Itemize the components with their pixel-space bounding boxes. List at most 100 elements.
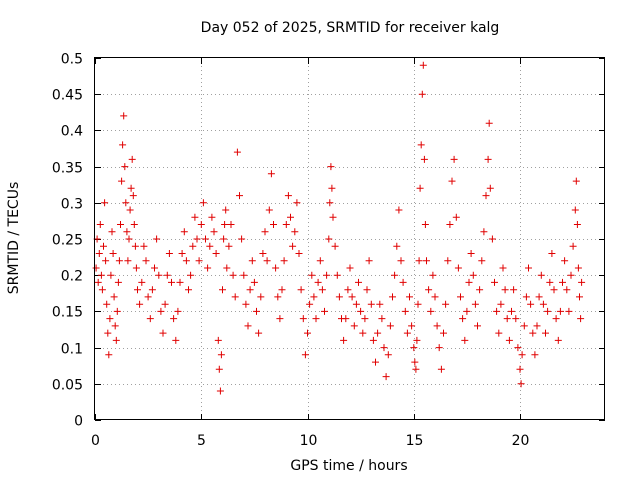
data-point: [461, 336, 469, 344]
data-point: [272, 264, 280, 272]
data-point: [431, 293, 439, 301]
data-point: [284, 192, 292, 200]
data-point: [514, 344, 522, 352]
data-point: [572, 177, 580, 185]
data-point: [161, 300, 169, 308]
data-point: [435, 344, 443, 352]
x-tick-label: 20: [512, 433, 530, 449]
data-point: [327, 163, 335, 171]
data-point: [378, 315, 386, 323]
data-point: [295, 250, 303, 257]
data-point: [244, 322, 252, 330]
data-point: [107, 271, 115, 279]
data-point: [516, 365, 524, 373]
data-point: [357, 307, 365, 315]
data-point: [335, 293, 343, 301]
data-point: [276, 315, 284, 323]
data-point: [130, 221, 138, 228]
data-point: [134, 286, 141, 294]
data-point: [444, 257, 452, 265]
data-point: [250, 278, 258, 286]
data-point: [548, 250, 556, 257]
data-point: [111, 322, 119, 330]
data-point: [215, 365, 223, 373]
data-point: [546, 278, 554, 286]
data-point: [527, 300, 535, 308]
data-point: [115, 257, 123, 265]
data-point: [474, 322, 481, 330]
data-point: [223, 264, 231, 272]
data-point: [191, 213, 199, 221]
data-point: [346, 264, 354, 272]
data-point: [100, 242, 107, 250]
data-point: [101, 199, 109, 207]
chart-title: Day 052 of 2025, SRMTID for receiver kal…: [201, 20, 500, 36]
data-point: [369, 336, 377, 344]
data-point: [414, 300, 422, 308]
axis-ticks: 0 0.05 0.1 0.15 0.2 0.25 0.3 0.35 0.4 0.45 0.5 0 5 10…: [52, 52, 605, 449]
data-point: [452, 213, 460, 221]
data-point: [522, 293, 530, 301]
data-point: [248, 257, 256, 265]
x-axis-label: GPS time / hours: [290, 458, 407, 474]
data-point: [433, 322, 441, 330]
data-point: [469, 271, 477, 279]
data-point: [567, 271, 575, 279]
y-tick-label: 0.3: [61, 197, 83, 213]
data-point: [518, 351, 526, 359]
data-point: [310, 293, 318, 301]
data-point: [124, 257, 132, 265]
data-point: [278, 286, 286, 294]
data-point: [531, 351, 539, 359]
data-point: [321, 307, 328, 315]
data-point: [508, 307, 515, 315]
data-point: [157, 307, 165, 315]
data-point: [312, 315, 320, 323]
data-point: [344, 286, 352, 294]
y-tick-label: 0.4: [61, 124, 83, 140]
data-point: [537, 271, 545, 279]
data-point: [448, 177, 456, 185]
data-point: [419, 61, 427, 69]
data-point: [350, 322, 358, 330]
data-point: [113, 307, 121, 315]
data-point: [178, 250, 186, 257]
data-point: [267, 170, 275, 178]
data-point: [189, 242, 197, 250]
data-point: [98, 286, 106, 294]
data-point: [270, 221, 277, 228]
data-point: [257, 293, 265, 301]
data-point: [280, 257, 288, 265]
data-point: [155, 271, 163, 279]
data-point: [119, 141, 127, 149]
data-points: [92, 61, 586, 395]
data-point: [308, 271, 316, 279]
data-point: [459, 315, 467, 323]
data-point: [114, 278, 122, 286]
y-tick-label: 0.25: [52, 233, 83, 249]
data-point: [446, 221, 454, 228]
data-point: [425, 286, 433, 294]
data-point: [92, 264, 100, 272]
y-tick-label: 0.45: [52, 88, 83, 104]
data-point: [416, 184, 424, 192]
data-point: [220, 235, 228, 243]
data-point: [374, 329, 382, 337]
data-point: [561, 257, 569, 265]
data-point: [329, 213, 337, 221]
data-point: [517, 380, 525, 388]
data-point: [565, 307, 573, 315]
data-point: [168, 278, 175, 286]
data-point: [163, 271, 171, 279]
data-point: [563, 286, 571, 294]
data-point: [418, 90, 426, 98]
y-axis-label: SRMTID / TECUs: [6, 182, 22, 295]
data-point: [478, 257, 486, 265]
data-point: [140, 242, 148, 250]
data-point: [96, 221, 104, 228]
data-point: [212, 250, 220, 257]
data-point: [151, 264, 158, 272]
data-point: [118, 177, 126, 185]
data-point: [417, 141, 425, 149]
data-point: [153, 235, 161, 243]
